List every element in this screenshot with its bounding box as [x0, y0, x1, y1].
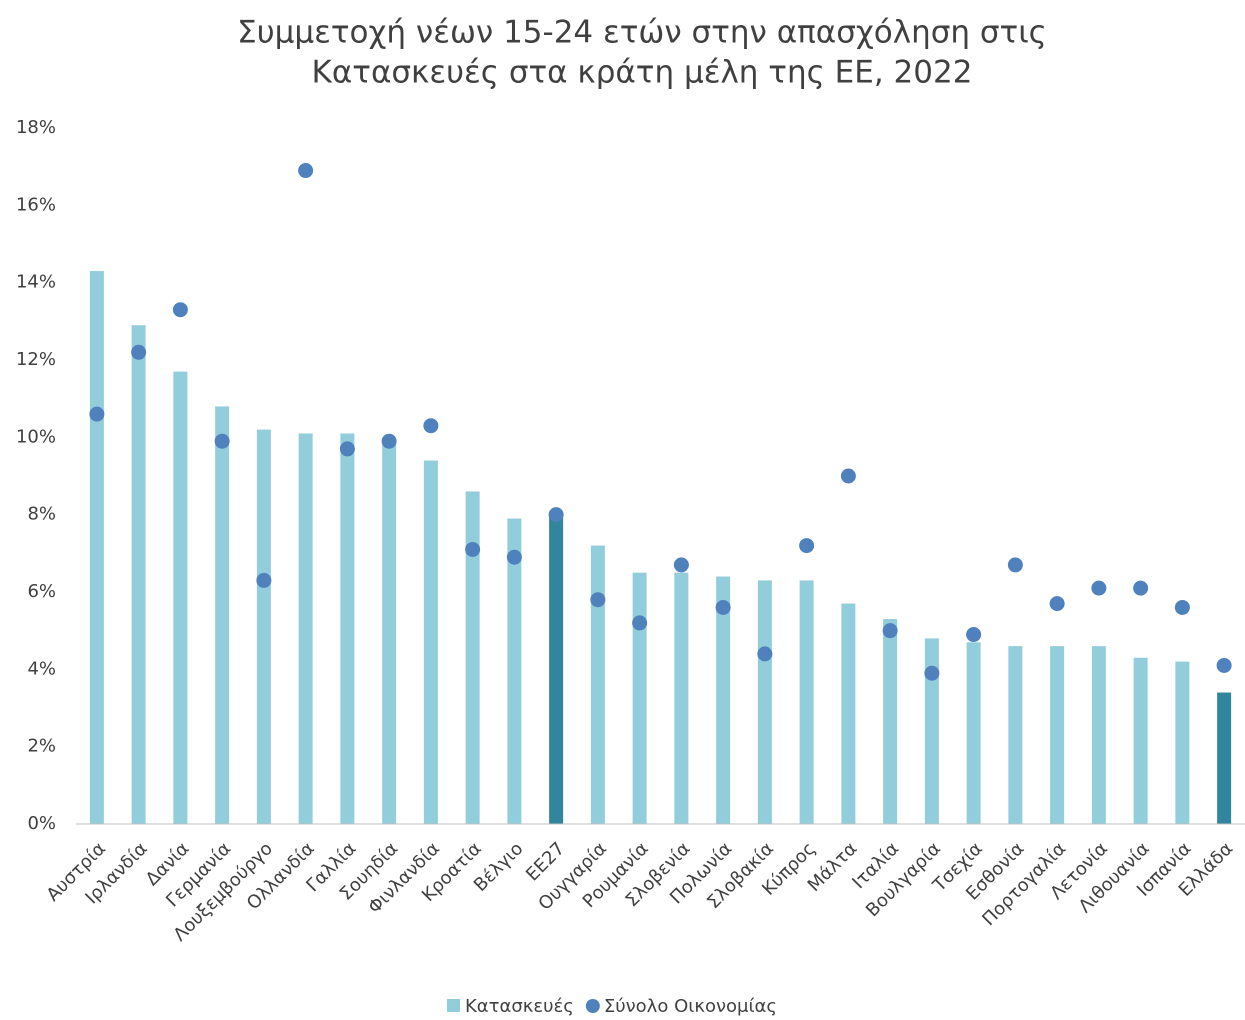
dot	[673, 557, 689, 573]
bar	[131, 325, 146, 824]
dot	[632, 615, 648, 631]
dot	[757, 646, 773, 662]
bar	[256, 429, 271, 824]
bar	[423, 460, 438, 824]
bar	[757, 580, 772, 824]
dot	[131, 344, 147, 360]
y-tick-label: 4%	[27, 658, 56, 679]
dot	[423, 418, 439, 434]
dot	[924, 665, 940, 681]
dot	[548, 507, 564, 523]
bar	[298, 433, 313, 824]
dot	[1049, 596, 1065, 612]
bar	[340, 433, 355, 824]
bar	[716, 576, 731, 824]
y-tick-label: 14%	[16, 272, 56, 293]
y-tick-label: 16%	[16, 194, 56, 215]
bar	[507, 518, 522, 824]
dot	[1174, 599, 1190, 615]
y-tick-label: 18%	[16, 117, 56, 138]
dot	[882, 623, 898, 639]
bar	[966, 642, 981, 824]
bar	[924, 638, 939, 824]
bar	[1008, 646, 1023, 824]
y-tick-label: 8%	[27, 504, 56, 525]
dot	[1133, 580, 1149, 596]
bar	[1133, 657, 1148, 824]
bar	[1217, 692, 1232, 824]
dot	[799, 538, 815, 554]
chart-title: Συμμετοχή νέων 15-24 ετών στην απασχόλησ…	[237, 15, 1047, 51]
y-tick-label: 6%	[27, 581, 56, 602]
dot	[298, 163, 314, 179]
dot	[256, 572, 272, 588]
dot	[172, 302, 188, 318]
bar	[590, 545, 605, 824]
bar	[1091, 646, 1106, 824]
bar	[632, 572, 647, 824]
bar	[465, 491, 480, 824]
bar	[215, 406, 230, 824]
dot	[89, 406, 105, 422]
y-tick-label: 10%	[16, 426, 56, 447]
bar	[799, 580, 814, 824]
dot	[715, 599, 731, 615]
y-tick-label: 0%	[27, 813, 56, 834]
bar	[382, 441, 397, 824]
bar	[89, 271, 104, 825]
legend-label: Σύνολο Οικονομίας	[604, 996, 777, 1017]
dot	[590, 592, 606, 608]
dot	[966, 627, 982, 643]
dot	[1216, 657, 1232, 673]
dot	[1007, 557, 1023, 573]
dot	[339, 441, 355, 457]
dot	[381, 433, 397, 449]
y-tick-label: 2%	[27, 736, 56, 757]
bar	[883, 619, 898, 824]
y-tick-label: 12%	[16, 349, 56, 370]
dot	[214, 433, 230, 449]
dot	[1091, 580, 1107, 596]
bar	[841, 603, 856, 824]
dot	[465, 541, 481, 557]
bar	[674, 572, 689, 824]
bar	[549, 514, 564, 824]
chart-title: Κατασκευές στα κράτη μέλη της ΕΕ, 2022	[312, 55, 973, 91]
dot	[506, 549, 522, 565]
bar	[173, 371, 188, 824]
legend-label: Κατασκευές	[465, 996, 574, 1017]
legend-marker	[585, 999, 600, 1013]
legend-marker	[447, 999, 460, 1012]
bar	[1175, 661, 1190, 824]
dot	[840, 468, 856, 484]
bar	[1050, 646, 1065, 824]
